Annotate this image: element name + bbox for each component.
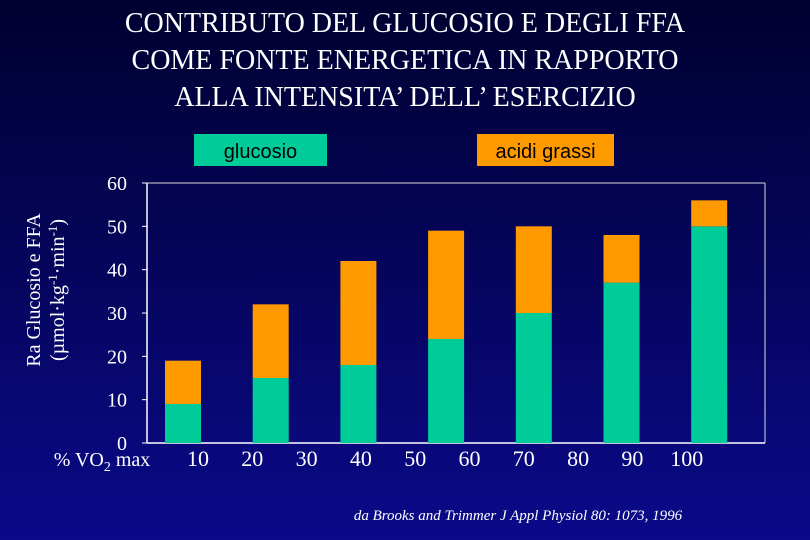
bar bbox=[165, 360, 201, 404]
bar bbox=[603, 282, 640, 443]
y-axis-label-sup: -1 bbox=[45, 226, 60, 237]
source: da Brooks and Trimmer J Appl Physiol 80:… bbox=[354, 508, 683, 524]
x-axis-label: % VO2 max bbox=[54, 449, 151, 475]
x-tick-label: 40 bbox=[350, 446, 372, 471]
bar bbox=[252, 304, 289, 378]
y-tick-label: 20 bbox=[107, 346, 127, 368]
y-axis-label-sup: -1 bbox=[45, 274, 60, 285]
bar bbox=[340, 261, 377, 365]
legend-swatch bbox=[477, 134, 614, 166]
x-tick-label: 60 bbox=[459, 446, 481, 471]
bar bbox=[165, 404, 201, 443]
y-tick-label: 60 bbox=[107, 173, 127, 195]
x-tick-label: 20 bbox=[241, 446, 263, 471]
y-axis-label-part: (µmol·kg bbox=[47, 285, 69, 361]
x-tick-label: 80 bbox=[567, 446, 589, 471]
chart-title: ALLA INTENSITA’ DELL’ ESERCIZIO bbox=[174, 82, 636, 113]
y-axis-label-part: ·min bbox=[47, 236, 69, 274]
x-tick-label: 70 bbox=[513, 446, 535, 471]
y-axis-label-line: (µmol·kg-1·min-1) bbox=[45, 219, 69, 361]
bar bbox=[428, 339, 465, 443]
chart-title: COME FONTE ENERGETICA IN RAPPORTO bbox=[132, 45, 679, 76]
y-tick-label: 40 bbox=[107, 260, 127, 282]
x-axis-label-part: % VO bbox=[54, 449, 104, 471]
x-tick-label: 100 bbox=[670, 446, 703, 471]
y-tick-label: 0 bbox=[117, 433, 127, 455]
legend-label: glucosio bbox=[224, 141, 297, 163]
x-tick-label: 50 bbox=[404, 446, 426, 471]
x-tick-label: 10 bbox=[187, 446, 209, 471]
chart-title: CONTRIBUTO DEL GLUCOSIO E DEGLI FFA bbox=[125, 8, 686, 39]
bar bbox=[340, 365, 377, 443]
bar bbox=[515, 313, 552, 443]
legend-label: acidi grassi bbox=[495, 141, 595, 163]
bar bbox=[428, 230, 465, 339]
y-tick-label: 10 bbox=[107, 390, 127, 412]
bar bbox=[691, 200, 728, 227]
x-axis-label-sub: 2 bbox=[104, 460, 111, 475]
y-tick-label: 30 bbox=[107, 303, 127, 325]
x-tick-label: 90 bbox=[621, 446, 643, 471]
y-tick-label: 50 bbox=[107, 216, 127, 238]
bar bbox=[603, 235, 640, 283]
x-axis-label-part: max bbox=[111, 449, 150, 471]
legend-swatch bbox=[194, 134, 327, 166]
x-tick-label: 30 bbox=[296, 446, 318, 471]
bar bbox=[691, 226, 728, 443]
y-axis-label-line: Ra Glucosio e FFA bbox=[23, 213, 45, 367]
bar bbox=[252, 378, 289, 443]
bar bbox=[515, 226, 552, 313]
y-axis-label: Ra Glucosio e FFA (µmol·kg-1·min-1) bbox=[23, 213, 69, 367]
y-axis-label-part: ) bbox=[47, 219, 69, 226]
